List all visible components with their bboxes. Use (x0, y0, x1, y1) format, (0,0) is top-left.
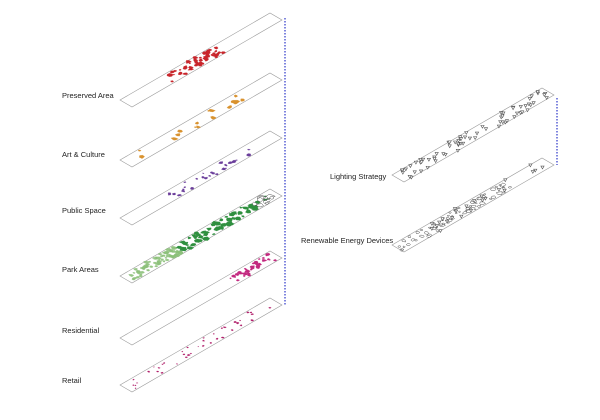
label-retail: Retail (62, 376, 82, 385)
lighting-markers (400, 90, 549, 180)
plane-lighting-strategy (391, 87, 555, 183)
label-preserved-area: Preserved Area (62, 91, 114, 100)
plane-retail (119, 297, 283, 393)
preserved-area-shapes (166, 46, 226, 83)
art-culture-shapes-3 (207, 94, 246, 120)
art-culture-shapes (138, 149, 145, 159)
renewable-markers (429, 163, 545, 234)
plane-public-space (119, 130, 283, 226)
label-residential: Residential (62, 326, 100, 335)
residential-shapes (229, 252, 278, 282)
retail-shapes (132, 307, 272, 389)
label-public-space: Public Space (62, 206, 106, 215)
label-park-areas: Park Areas (62, 265, 99, 274)
label-art-culture: Art & Culture (62, 150, 105, 159)
public-space-shapes (167, 149, 252, 197)
right-layer-stack (391, 87, 555, 253)
label-lighting-strategy: Lighting Strategy (330, 172, 387, 181)
plane-park-areas (119, 188, 283, 284)
park-shapes-dark (175, 195, 271, 252)
renewable-energy-devices (397, 182, 513, 252)
park-shapes-outline (252, 194, 276, 208)
label-renewable-energy-devices: Renewable Energy Devices (301, 236, 394, 245)
park-shapes-light (128, 245, 184, 281)
plane-renewable-energy (391, 157, 555, 253)
plane-art-culture (119, 72, 283, 168)
left-layer-stack (119, 12, 283, 393)
art-culture-shapes-2 (170, 121, 202, 141)
plane-residential (119, 250, 283, 346)
plane-preserved-area (119, 12, 283, 108)
